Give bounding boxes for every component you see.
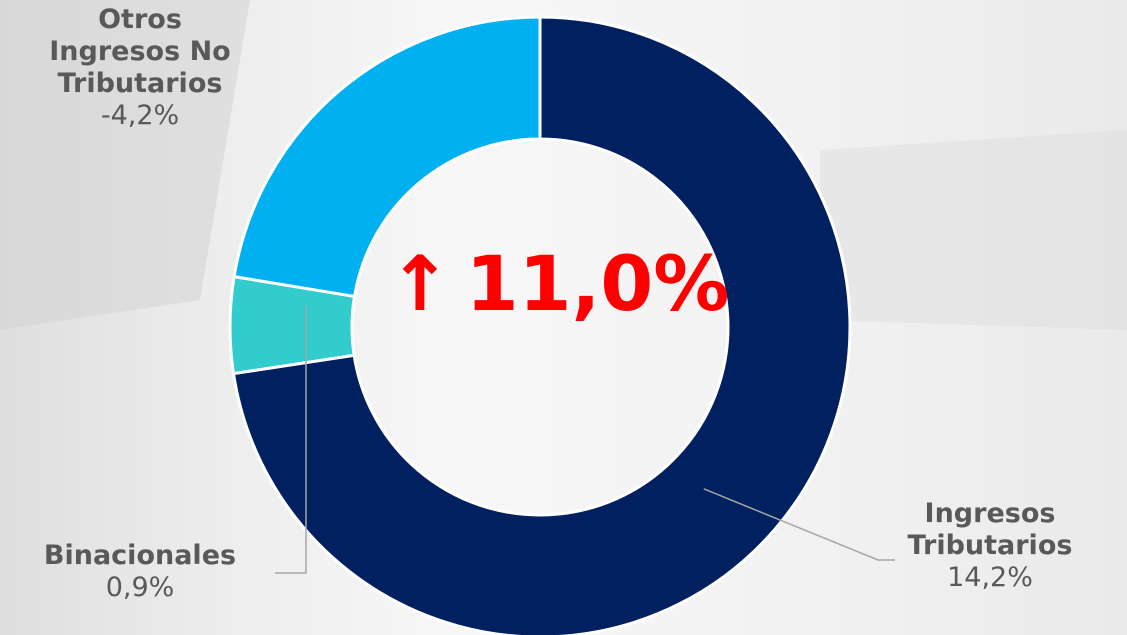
label-ingresos-tributarios: Ingresos Tributarios 14,2% — [875, 498, 1105, 594]
category-value-otros: -4,2% — [100, 100, 180, 131]
center-total-label: ↑ 11,0% — [388, 246, 729, 322]
center-total-value: 11,0% — [465, 239, 730, 328]
category-name-binacionales: Binacionales — [43, 540, 237, 571]
slice-ingresos-tributarios — [231, 15, 852, 635]
leader-line-binacionales — [275, 305, 307, 574]
up-arrow-icon: ↑ — [388, 239, 452, 328]
slice-otros-ingresos-no-tributarios — [232, 15, 542, 299]
leader-line-tributarios — [703, 488, 895, 561]
label-binacionales: Binacionales 0,9% — [10, 540, 270, 604]
category-name-otros: Otros Ingresos No Tributarios — [49, 4, 231, 99]
label-otros-ingresos-no-tributarios: Otros Ingresos No Tributarios -4,2% — [40, 4, 240, 132]
category-value-binacionales: 0,9% — [105, 572, 175, 603]
category-name-tributarios: Ingresos Tributarios — [907, 498, 1073, 561]
category-value-tributarios: 14,2% — [947, 562, 1033, 593]
